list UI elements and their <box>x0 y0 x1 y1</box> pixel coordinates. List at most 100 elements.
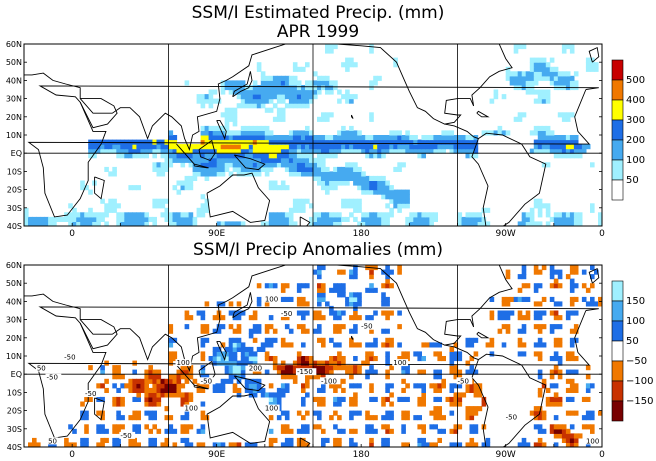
field-cell <box>325 75 330 81</box>
field-cell <box>168 157 174 163</box>
field-cell <box>168 328 174 334</box>
colorbar-swatch <box>611 179 624 201</box>
field-cell <box>212 346 218 352</box>
field-cell <box>337 342 342 348</box>
map2-lon-labels: 0 90E 180 90W 0 <box>69 450 605 460</box>
field-cell <box>232 315 238 321</box>
field-cell <box>84 442 89 447</box>
field-cell <box>333 44 338 50</box>
field-cell <box>260 130 266 136</box>
coastline <box>444 123 479 140</box>
field-cell <box>369 189 374 195</box>
field-cell <box>232 346 238 352</box>
field-cell <box>208 103 214 109</box>
field-cell <box>421 212 426 218</box>
field-cell <box>317 365 322 371</box>
field-cell <box>317 387 322 393</box>
field-cell <box>417 424 422 430</box>
field-cell <box>333 310 338 316</box>
field-cell <box>545 94 551 100</box>
field-cell <box>397 166 402 172</box>
field-cell <box>228 89 234 95</box>
field-cell <box>272 396 278 402</box>
field-cell <box>557 356 563 362</box>
field-cell <box>244 166 250 172</box>
colorbar-swatch <box>611 320 624 342</box>
field-cell <box>280 424 286 430</box>
field-cell <box>573 442 579 447</box>
field-cell <box>156 144 162 150</box>
field-cell <box>216 383 222 389</box>
field-cell <box>188 365 194 371</box>
contour-label: -50 <box>281 310 292 318</box>
field-cell <box>433 216 438 222</box>
field-cell <box>276 415 282 421</box>
field-cell <box>252 144 258 150</box>
field-cell <box>353 392 358 398</box>
field-cell <box>485 437 491 443</box>
field-cell <box>581 144 587 150</box>
lat-label: 40S <box>7 222 22 231</box>
field-cell <box>381 144 386 150</box>
field-cell <box>296 296 302 302</box>
field-cell <box>465 135 471 141</box>
field-cell <box>232 157 238 163</box>
field-cell <box>373 185 378 191</box>
field-cell <box>585 415 591 421</box>
field-cell <box>216 171 222 177</box>
field-cell <box>533 415 539 421</box>
field-cell <box>284 80 290 86</box>
field-cell <box>369 351 374 357</box>
field-cell <box>373 75 378 81</box>
field-cell <box>252 360 258 366</box>
field-cell <box>505 130 511 136</box>
field-cell <box>569 378 575 384</box>
field-cell <box>457 374 463 380</box>
field-cell <box>176 189 182 195</box>
field-cell <box>449 428 455 434</box>
field-cell <box>333 212 338 218</box>
field-cell <box>533 301 539 307</box>
field-cell <box>220 162 226 168</box>
field-cell <box>457 148 463 154</box>
field-cell <box>208 125 214 131</box>
field-cell <box>232 112 238 118</box>
field-cell <box>377 153 382 159</box>
field-cell <box>421 424 426 430</box>
field-cell <box>345 148 350 154</box>
field-cell <box>537 442 543 447</box>
field-cell <box>381 194 386 200</box>
field-cell <box>341 166 346 172</box>
field-cell <box>441 415 446 421</box>
field-cell <box>228 365 234 371</box>
field-cell <box>325 89 330 95</box>
field-cell <box>305 148 310 154</box>
field-cell <box>256 144 262 150</box>
contour-label: -50 <box>120 432 131 440</box>
field-cell <box>421 396 426 402</box>
field-cell <box>248 378 254 384</box>
field-cell <box>429 221 434 226</box>
field-cell <box>309 171 314 177</box>
field-cell <box>337 139 342 145</box>
field-cell <box>573 212 579 218</box>
field-cell <box>321 396 326 402</box>
field-cell <box>160 387 166 393</box>
field-cell <box>565 216 571 222</box>
field-cell <box>561 216 567 222</box>
field-cell <box>361 212 366 218</box>
field-cell <box>244 157 250 163</box>
field-cell <box>112 148 117 154</box>
field-cell <box>505 301 511 307</box>
field-cell <box>353 130 358 136</box>
field-cell <box>325 365 330 371</box>
field-cell <box>196 166 202 172</box>
field-cell <box>256 139 262 145</box>
field-cell <box>92 153 97 159</box>
field-cell <box>365 374 370 380</box>
field-cell <box>321 437 326 443</box>
field-cell <box>357 135 362 141</box>
field-cell <box>252 310 258 316</box>
field-cell <box>317 139 322 145</box>
field-cell <box>545 62 551 68</box>
